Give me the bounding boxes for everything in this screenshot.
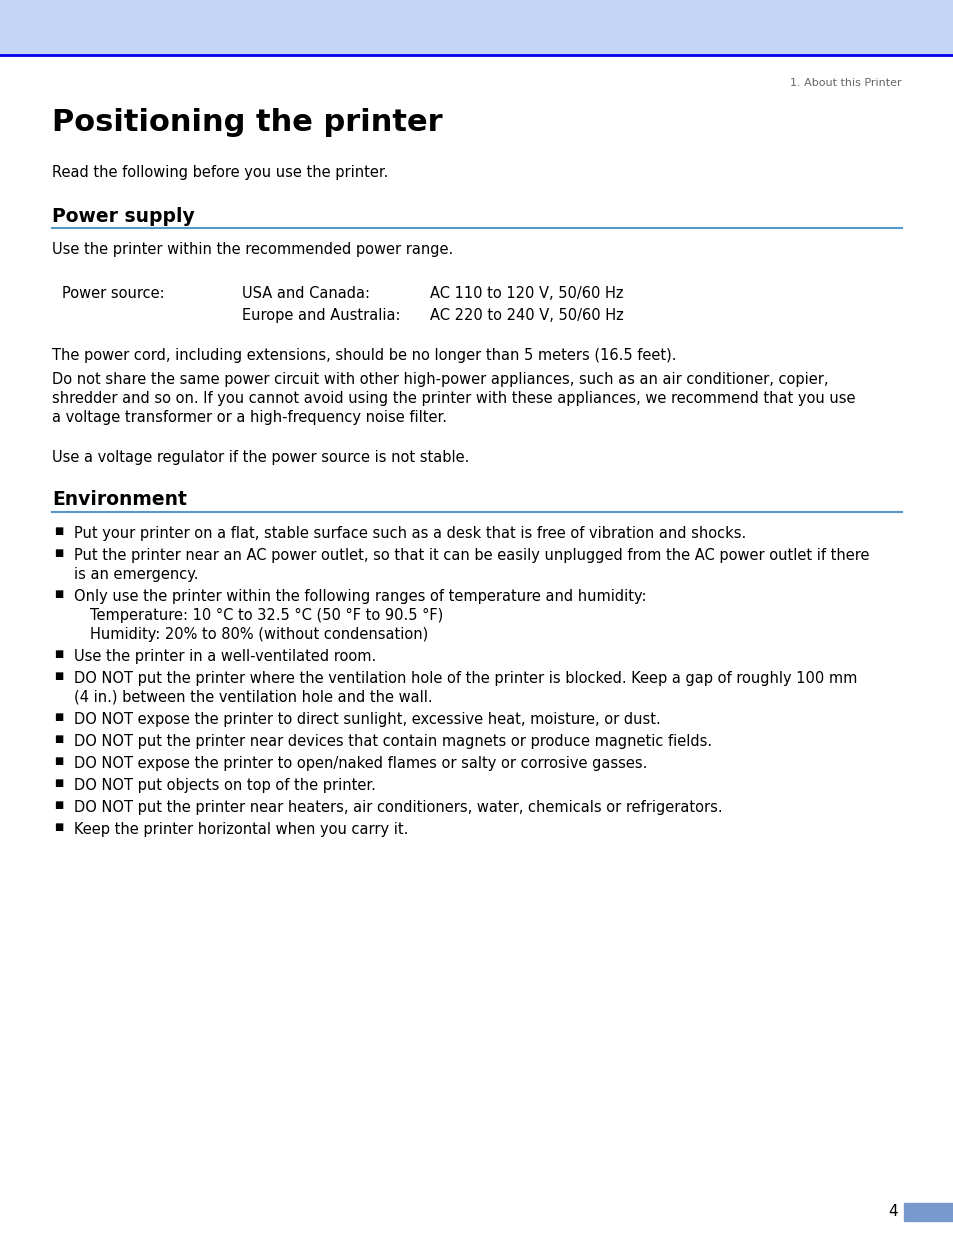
Text: ■: ■ <box>54 778 63 788</box>
Text: ■: ■ <box>54 671 63 680</box>
Text: Keep the printer horizontal when you carry it.: Keep the printer horizontal when you car… <box>74 823 408 837</box>
Text: Power source:: Power source: <box>62 287 165 301</box>
Text: ■: ■ <box>54 756 63 766</box>
Text: DO NOT put the printer near devices that contain magnets or produce magnetic fie: DO NOT put the printer near devices that… <box>74 734 711 748</box>
Text: Europe and Australia:: Europe and Australia: <box>242 308 400 324</box>
Text: Use a voltage regulator if the power source is not stable.: Use a voltage regulator if the power sou… <box>52 450 469 466</box>
Text: Positioning the printer: Positioning the printer <box>52 107 442 137</box>
Text: Use the printer within the recommended power range.: Use the printer within the recommended p… <box>52 242 453 257</box>
Text: ■: ■ <box>54 650 63 659</box>
Text: Do not share the same power circuit with other high-power appliances, such as an: Do not share the same power circuit with… <box>52 372 827 387</box>
Text: Put your printer on a flat, stable surface such as a desk that is free of vibrat: Put your printer on a flat, stable surfa… <box>74 526 745 541</box>
Text: Put the printer near an AC power outlet, so that it can be easily unplugged from: Put the printer near an AC power outlet,… <box>74 548 868 563</box>
Text: Temperature: 10 °C to 32.5 °C (50 °F to 90.5 °F): Temperature: 10 °C to 32.5 °C (50 °F to … <box>90 608 443 622</box>
Text: The power cord, including extensions, should be no longer than 5 meters (16.5 fe: The power cord, including extensions, sh… <box>52 348 676 363</box>
Text: Environment: Environment <box>52 490 187 509</box>
Text: DO NOT put the printer near heaters, air conditioners, water, chemicals or refri: DO NOT put the printer near heaters, air… <box>74 800 721 815</box>
Text: AC 110 to 120 V, 50/60 Hz: AC 110 to 120 V, 50/60 Hz <box>430 287 623 301</box>
Text: ■: ■ <box>54 823 63 832</box>
Bar <box>0 0 953 56</box>
Text: ■: ■ <box>54 548 63 558</box>
Text: Use the printer in a well-ventilated room.: Use the printer in a well-ventilated roo… <box>74 650 375 664</box>
Text: shredder and so on. If you cannot avoid using the printer with these appliances,: shredder and so on. If you cannot avoid … <box>52 391 855 406</box>
Text: Read the following before you use the printer.: Read the following before you use the pr… <box>52 165 388 180</box>
Text: AC 220 to 240 V, 50/60 Hz: AC 220 to 240 V, 50/60 Hz <box>430 308 623 324</box>
Text: is an emergency.: is an emergency. <box>74 567 198 582</box>
Text: DO NOT put the printer where the ventilation hole of the printer is blocked. Kee: DO NOT put the printer where the ventila… <box>74 671 857 685</box>
Text: ■: ■ <box>54 713 63 722</box>
Text: Only use the printer within the following ranges of temperature and humidity:: Only use the printer within the followin… <box>74 589 646 604</box>
Text: Humidity: 20% to 80% (without condensation): Humidity: 20% to 80% (without condensati… <box>90 627 428 642</box>
Text: 4: 4 <box>887 1204 897 1219</box>
Text: DO NOT expose the printer to direct sunlight, excessive heat, moisture, or dust.: DO NOT expose the printer to direct sunl… <box>74 713 660 727</box>
Bar <box>903 1203 953 1221</box>
Text: DO NOT put objects on top of the printer.: DO NOT put objects on top of the printer… <box>74 778 375 793</box>
Text: DO NOT expose the printer to open/naked flames or salty or corrosive gasses.: DO NOT expose the printer to open/naked … <box>74 756 647 771</box>
Text: Power supply: Power supply <box>52 207 194 226</box>
Text: a voltage transformer or a high-frequency noise filter.: a voltage transformer or a high-frequenc… <box>52 410 447 425</box>
Text: ■: ■ <box>54 589 63 599</box>
Text: 1. About this Printer: 1. About this Printer <box>789 78 901 88</box>
Text: ■: ■ <box>54 526 63 536</box>
Text: ■: ■ <box>54 800 63 810</box>
Text: USA and Canada:: USA and Canada: <box>242 287 370 301</box>
Text: (4 in.) between the ventilation hole and the wall.: (4 in.) between the ventilation hole and… <box>74 690 432 705</box>
Text: ■: ■ <box>54 734 63 743</box>
